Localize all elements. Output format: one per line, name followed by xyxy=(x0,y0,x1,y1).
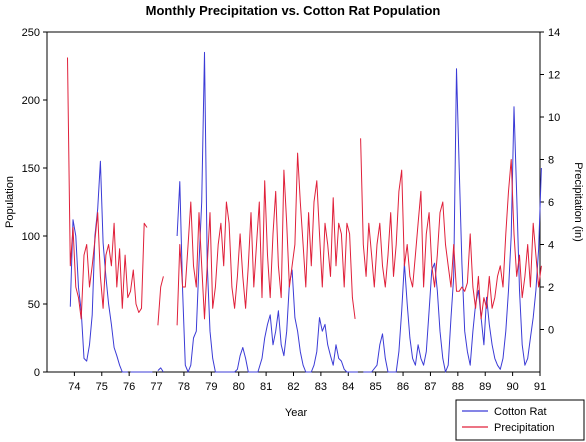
x-tick-label: 77 xyxy=(150,381,162,393)
y-axis-label-right: Precipitation (in) xyxy=(572,162,584,241)
x-tick-label: 83 xyxy=(315,381,327,393)
series-line-precipitation xyxy=(67,57,148,320)
right-tick-label: 6 xyxy=(548,197,554,209)
legend-label-cotton-rat: Cotton Rat xyxy=(494,406,547,418)
x-tick-label: 89 xyxy=(479,381,491,393)
chart-title: Monthly Precipitation vs. Cotton Rat Pop… xyxy=(146,3,441,18)
x-tick-label: 80 xyxy=(233,381,245,393)
series-line-cotton-rat xyxy=(69,160,128,373)
x-tick-label: 74 xyxy=(68,381,80,393)
series-line-precipitation xyxy=(157,276,164,326)
x-tick-label: 88 xyxy=(452,381,464,393)
left-axis-ticks: 0 50 100 150 200 250 xyxy=(22,27,47,379)
x-tick-label: 90 xyxy=(506,381,518,393)
x-tick-label: 75 xyxy=(96,381,108,393)
x-tick-label: 85 xyxy=(370,381,382,393)
x-tick-label: 87 xyxy=(424,381,436,393)
right-tick-label: 8 xyxy=(548,155,554,167)
x-tick-label: 79 xyxy=(205,381,217,393)
right-tick-label: 0 xyxy=(548,325,554,337)
series-precipitation xyxy=(67,57,542,326)
legend-label-precipitation: Precipitation xyxy=(494,422,555,434)
series-layer xyxy=(67,51,542,373)
right-tick-label: 4 xyxy=(548,240,554,252)
x-tick-label: 76 xyxy=(123,381,135,393)
x-tick-label: 81 xyxy=(260,381,272,393)
x-tick-label: 82 xyxy=(287,381,299,393)
series-line-precipitation xyxy=(360,138,542,320)
left-tick-label: 250 xyxy=(22,27,40,39)
x-tick-label: 86 xyxy=(397,381,409,393)
x-tick-label: 84 xyxy=(342,381,354,393)
left-tick-label: 150 xyxy=(22,163,40,175)
x-tick-label: 78 xyxy=(178,381,190,393)
series-line-cotton-rat xyxy=(176,51,358,373)
plot-frame xyxy=(46,31,541,373)
right-axis-ticks: 0 2 4 6 8 10 12 14 xyxy=(540,27,560,337)
legend: Cotton Rat Precipitation xyxy=(455,399,585,441)
series-line-precipitation xyxy=(176,152,356,326)
x-axis-ticks: 74 75 76 77 78 79 80 81 82 83 84 85 86 87 88 89 90 91 xyxy=(68,372,546,393)
left-tick-label: 100 xyxy=(22,231,40,243)
left-tick-label: 0 xyxy=(34,367,40,379)
right-tick-label: 10 xyxy=(548,112,560,124)
series-cotton-rat xyxy=(69,51,542,373)
left-tick-label: 200 xyxy=(22,95,40,107)
left-tick-label: 50 xyxy=(28,299,40,311)
legend-box xyxy=(455,399,585,441)
right-tick-label: 12 xyxy=(548,70,560,82)
right-tick-label: 2 xyxy=(548,282,554,294)
series-line-cotton-rat xyxy=(157,367,164,373)
x-axis-label: Year xyxy=(285,407,308,419)
y-axis-label-left: Population xyxy=(4,176,16,228)
x-tick-label: 91 xyxy=(534,381,546,393)
right-tick-label: 14 xyxy=(548,27,560,39)
